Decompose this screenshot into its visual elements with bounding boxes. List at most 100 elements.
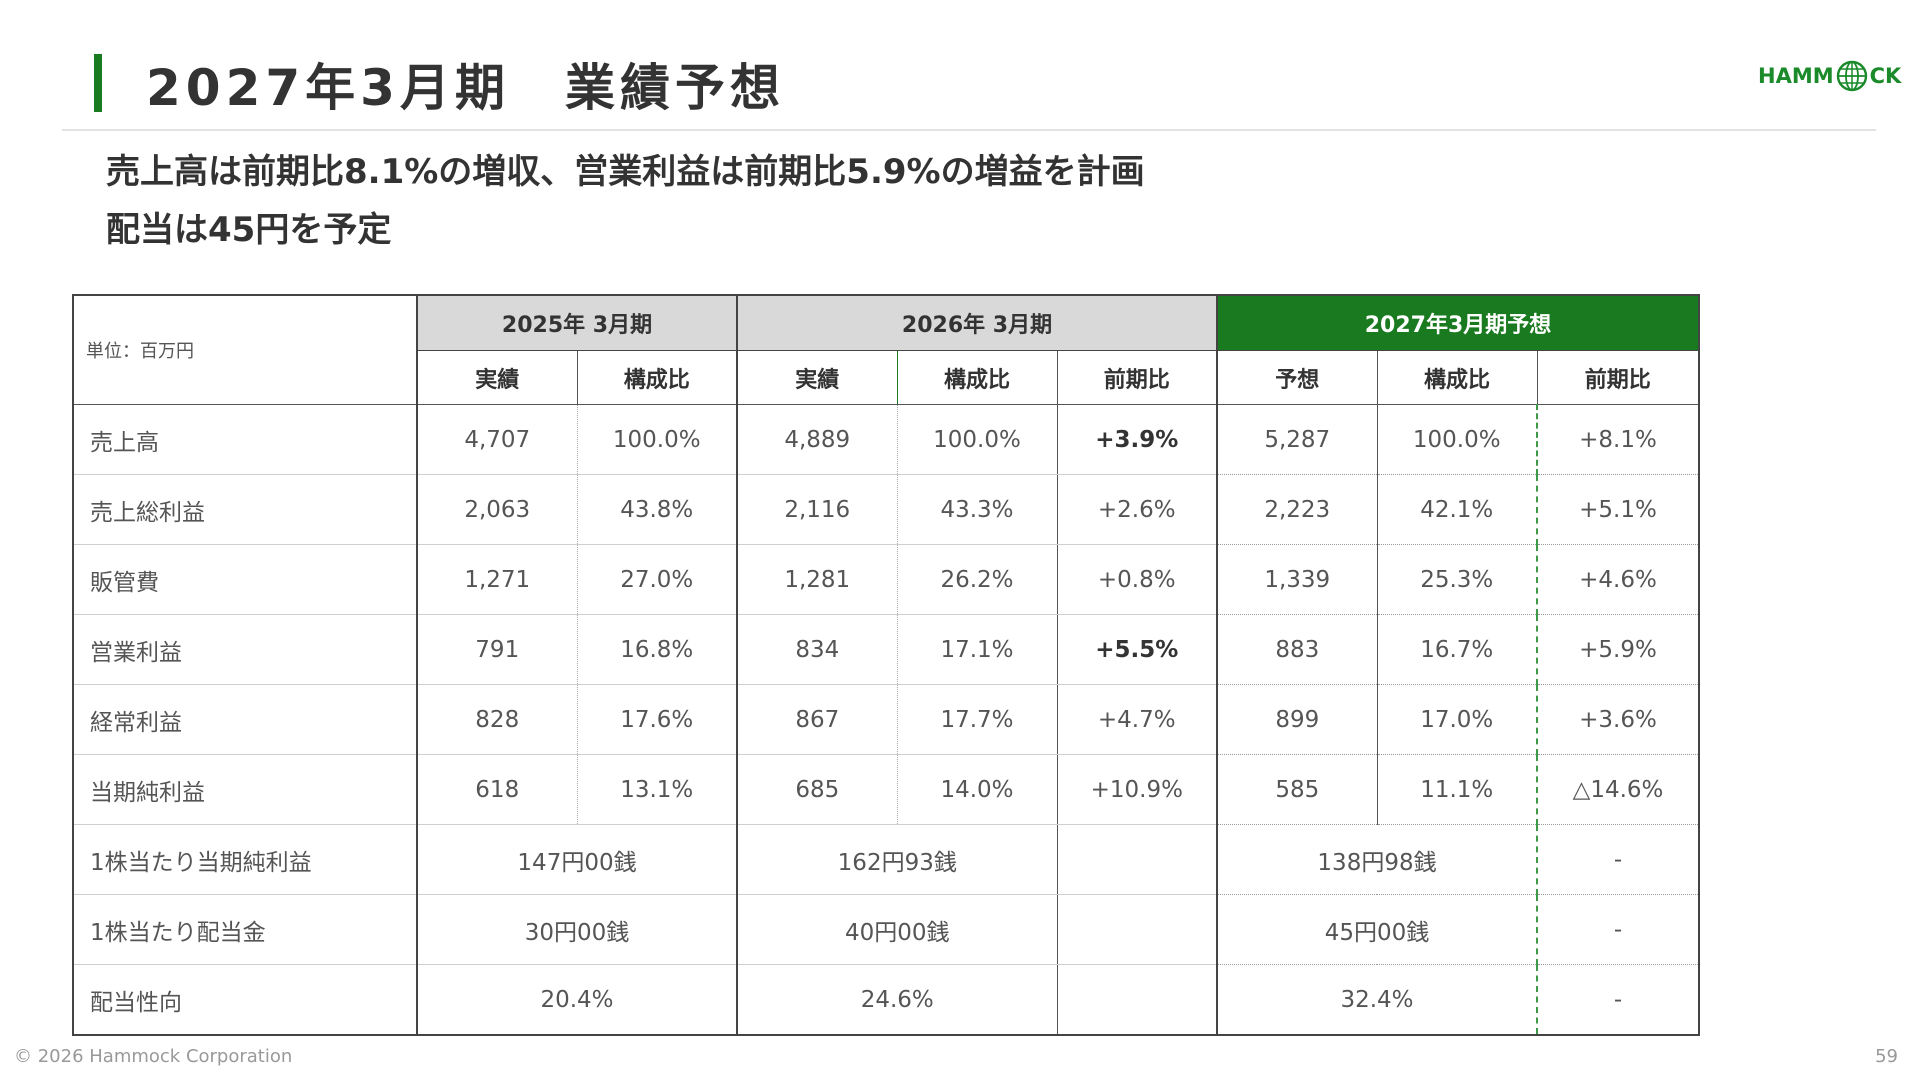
subtitle-line-1: 売上高は前期比8.1%の増収、営業利益は前期比5.9%の増益を計画: [106, 152, 1145, 192]
table-row: 経常利益 828 17.6% 867 17.7% +4.7% 899 17.0%…: [73, 684, 1700, 755]
cell-fy2025-ratio: 16.8%: [577, 614, 739, 685]
row-label: 当期純利益: [73, 754, 418, 825]
cell-fy2025-actual: 791: [417, 614, 578, 685]
company-logo: HAMM CK: [1758, 56, 1901, 96]
cell-fy2026-actual: 685: [737, 754, 898, 825]
cell-fy2027-yoy: +5.9%: [1537, 614, 1700, 685]
cell-fy2027-ratio: 100.0%: [1377, 404, 1539, 475]
cell-fy2026-ratio: 100.0%: [897, 404, 1058, 475]
cell-fy2026-actual: 2,116: [737, 474, 898, 545]
row-label: 売上総利益: [73, 474, 418, 545]
cell-fy2027-yoy: +5.1%: [1537, 474, 1700, 545]
cell-fy2025-actual: 2,063: [417, 474, 578, 545]
group-header-fy2026: 2026年 3月期: [737, 295, 1219, 351]
logo-text-right: CK: [1869, 64, 1902, 88]
cell-fy2026-yoy: +5.5%: [1057, 614, 1219, 685]
cell-fy2025-ratio: 43.8%: [577, 474, 739, 545]
col-header-fy2027-yoy: 前期比: [1537, 350, 1700, 405]
page-number: 59: [1875, 1046, 1898, 1067]
title-divider: [62, 129, 1876, 131]
table-row: 販管費 1,271 27.0% 1,281 26.2% +0.8% 1,339 …: [73, 544, 1700, 615]
table-row: 1株当たり当期純利益 147円00銭 162円93銭 138円98銭 -: [73, 824, 1700, 895]
cell-fy2025-value: 147円00銭: [417, 824, 739, 895]
footer-copyright: © 2026 Hammock Corporation: [14, 1046, 293, 1067]
cell-fy2027-forecast: 2,223: [1217, 474, 1378, 545]
row-label: 経常利益: [73, 684, 418, 755]
cell-fy2027-value: 138円98銭: [1217, 824, 1539, 895]
globe-icon: [1836, 60, 1867, 92]
table-row: 売上高 4,707 100.0% 4,889 100.0% +3.9% 5,28…: [73, 404, 1700, 475]
col-header-fy2026-actual: 実績: [737, 350, 898, 405]
cell-fy2025-actual: 1,271: [417, 544, 578, 615]
row-label: 営業利益: [73, 614, 418, 685]
subtitle-line-2: 配当は45円を予定: [106, 210, 392, 250]
cell-fy2025-value: 30円00銭: [417, 894, 739, 965]
cell-fy2027-yoy: +3.6%: [1537, 684, 1700, 755]
cell-fy2026-yoy: +0.8%: [1057, 544, 1219, 615]
cell-fy2026-ratio: 43.3%: [897, 474, 1058, 545]
cell-fy2026-value: 162円93銭: [737, 824, 1058, 895]
row-label: 配当性向: [73, 964, 418, 1036]
cell-fy2026-ratio: 17.1%: [897, 614, 1058, 685]
col-header-fy2026-yoy: 前期比: [1057, 350, 1219, 405]
cell-fy2027-ratio: 11.1%: [1377, 754, 1539, 825]
col-header-fy2025-actual: 実績: [417, 350, 578, 405]
cell-fy2027-value: 32.4%: [1217, 964, 1539, 1036]
cell-fy2026-yoy: +4.7%: [1057, 684, 1219, 755]
cell-fy2027-yoy: -: [1537, 964, 1700, 1036]
cell-fy2026-yoy: [1057, 824, 1219, 895]
cell-fy2025-actual: 4,707: [417, 404, 578, 475]
cell-fy2026-ratio: 14.0%: [897, 754, 1058, 825]
row-label: 1株当たり当期純利益: [73, 824, 418, 895]
cell-fy2026-actual: 834: [737, 614, 898, 685]
cell-fy2027-value: 45円00銭: [1217, 894, 1539, 965]
cell-fy2026-yoy: +2.6%: [1057, 474, 1219, 545]
cell-fy2027-yoy: -: [1537, 824, 1700, 895]
unit-label: 単位：百万円: [73, 295, 418, 405]
table-row: 1株当たり配当金 30円00銭 40円00銭 45円00銭 -: [73, 894, 1700, 965]
col-header-fy2025-ratio: 構成比: [577, 350, 739, 405]
cell-fy2026-actual: 4,889: [737, 404, 898, 475]
logo-text-left: HAMM: [1758, 64, 1834, 88]
col-header-fy2027-ratio: 構成比: [1377, 350, 1538, 405]
cell-fy2025-actual: 618: [417, 754, 578, 825]
cell-fy2025-ratio: 27.0%: [577, 544, 739, 615]
cell-fy2027-ratio: 25.3%: [1377, 544, 1539, 615]
cell-fy2026-ratio: 17.7%: [897, 684, 1058, 755]
row-label: 売上高: [73, 404, 418, 475]
cell-fy2027-yoy: -: [1537, 894, 1700, 965]
group-header-fy2027-forecast: 2027年3月期予想: [1217, 295, 1700, 351]
cell-fy2026-yoy: +3.9%: [1057, 404, 1219, 475]
table-row: 当期純利益 618 13.1% 685 14.0% +10.9% 585 11.…: [73, 754, 1700, 825]
row-label: 1株当たり配当金: [73, 894, 418, 965]
cell-fy2026-actual: 867: [737, 684, 898, 755]
cell-fy2026-value: 40円00銭: [737, 894, 1058, 965]
cell-fy2027-forecast: 5,287: [1217, 404, 1378, 475]
cell-fy2026-actual: 1,281: [737, 544, 898, 615]
cell-fy2025-ratio: 100.0%: [577, 404, 739, 475]
cell-fy2026-ratio: 26.2%: [897, 544, 1058, 615]
cell-fy2027-forecast: 1,339: [1217, 544, 1378, 615]
cell-fy2027-yoy: +8.1%: [1537, 404, 1700, 475]
group-header-fy2025: 2025年 3月期: [417, 295, 739, 351]
cell-fy2025-actual: 828: [417, 684, 578, 755]
table-row: 売上総利益 2,063 43.8% 2,116 43.3% +2.6% 2,22…: [73, 474, 1700, 545]
title-accent-bar: [94, 54, 102, 112]
table-row: 営業利益 791 16.8% 834 17.1% +5.5% 883 16.7%…: [73, 614, 1700, 685]
table-row: 配当性向 20.4% 24.6% 32.4% -: [73, 964, 1700, 1036]
cell-fy2027-yoy: +4.6%: [1537, 544, 1700, 615]
forecast-table: 単位：百万円 2025年 3月期 2026年 3月期 2027年3月期予想 実績…: [72, 294, 1701, 1036]
col-header-fy2027-forecast: 予想: [1217, 350, 1378, 405]
cell-fy2026-value: 24.6%: [737, 964, 1058, 1036]
col-header-fy2026-ratio: 構成比: [897, 350, 1058, 405]
cell-fy2027-forecast: 585: [1217, 754, 1378, 825]
cell-fy2026-yoy: [1057, 964, 1219, 1036]
cell-fy2025-ratio: 17.6%: [577, 684, 739, 755]
cell-fy2025-ratio: 13.1%: [577, 754, 739, 825]
cell-fy2026-yoy: +10.9%: [1057, 754, 1219, 825]
cell-fy2027-forecast: 899: [1217, 684, 1378, 755]
cell-fy2027-ratio: 42.1%: [1377, 474, 1539, 545]
page-title: 2027年3月期 業績予想: [146, 59, 785, 117]
cell-fy2027-ratio: 16.7%: [1377, 614, 1539, 685]
cell-fy2027-ratio: 17.0%: [1377, 684, 1539, 755]
